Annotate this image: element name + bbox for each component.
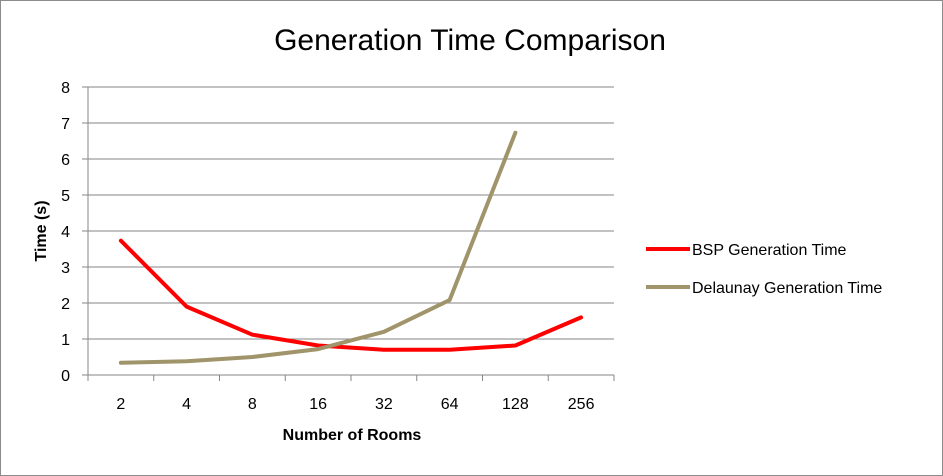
- y-tick-label: 7: [61, 116, 70, 133]
- legend: BSP Generation Time Delaunay Generation T…: [646, 242, 882, 297]
- y-tick-label: 3: [61, 260, 70, 277]
- x-tick-label: 32: [375, 396, 393, 413]
- x-tick-label: 8: [248, 396, 257, 413]
- x-tick-label: 256: [568, 396, 595, 413]
- x-tick-labels: 2 4 8 16 32 64 128 256: [116, 396, 594, 413]
- y-tick-label: 0: [61, 368, 70, 385]
- x-tick-label: 64: [441, 396, 459, 413]
- y-tick-label: 8: [61, 80, 70, 97]
- series-lines: [118, 130, 584, 365]
- gridlines: [88, 86, 614, 340]
- x-tick-label: 16: [309, 396, 327, 413]
- y-tick-label: 4: [61, 224, 70, 241]
- y-tick-label: 6: [61, 152, 70, 169]
- legend-label: Delaunay Generation Time: [692, 280, 882, 297]
- y-axis-label: Time (s): [33, 200, 50, 261]
- x-tick-label: 128: [502, 396, 529, 413]
- legend-label: BSP Generation Time: [692, 242, 847, 259]
- axes: [82, 86, 615, 381]
- y-tick-label: 2: [61, 296, 70, 313]
- series-line-0: [118, 238, 584, 352]
- y-tick-label: 1: [61, 332, 70, 349]
- x-tick-label: 2: [116, 396, 125, 413]
- y-tick-labels: 0 1 2 3 4 5 6 7 8: [61, 80, 70, 385]
- series-line-1: [118, 130, 518, 365]
- chart-title: Generation Time Comparison: [274, 24, 666, 57]
- x-axis-label: Number of Rooms: [283, 427, 422, 444]
- x-tick-label: 4: [182, 396, 191, 413]
- y-tick-label: 5: [61, 188, 70, 205]
